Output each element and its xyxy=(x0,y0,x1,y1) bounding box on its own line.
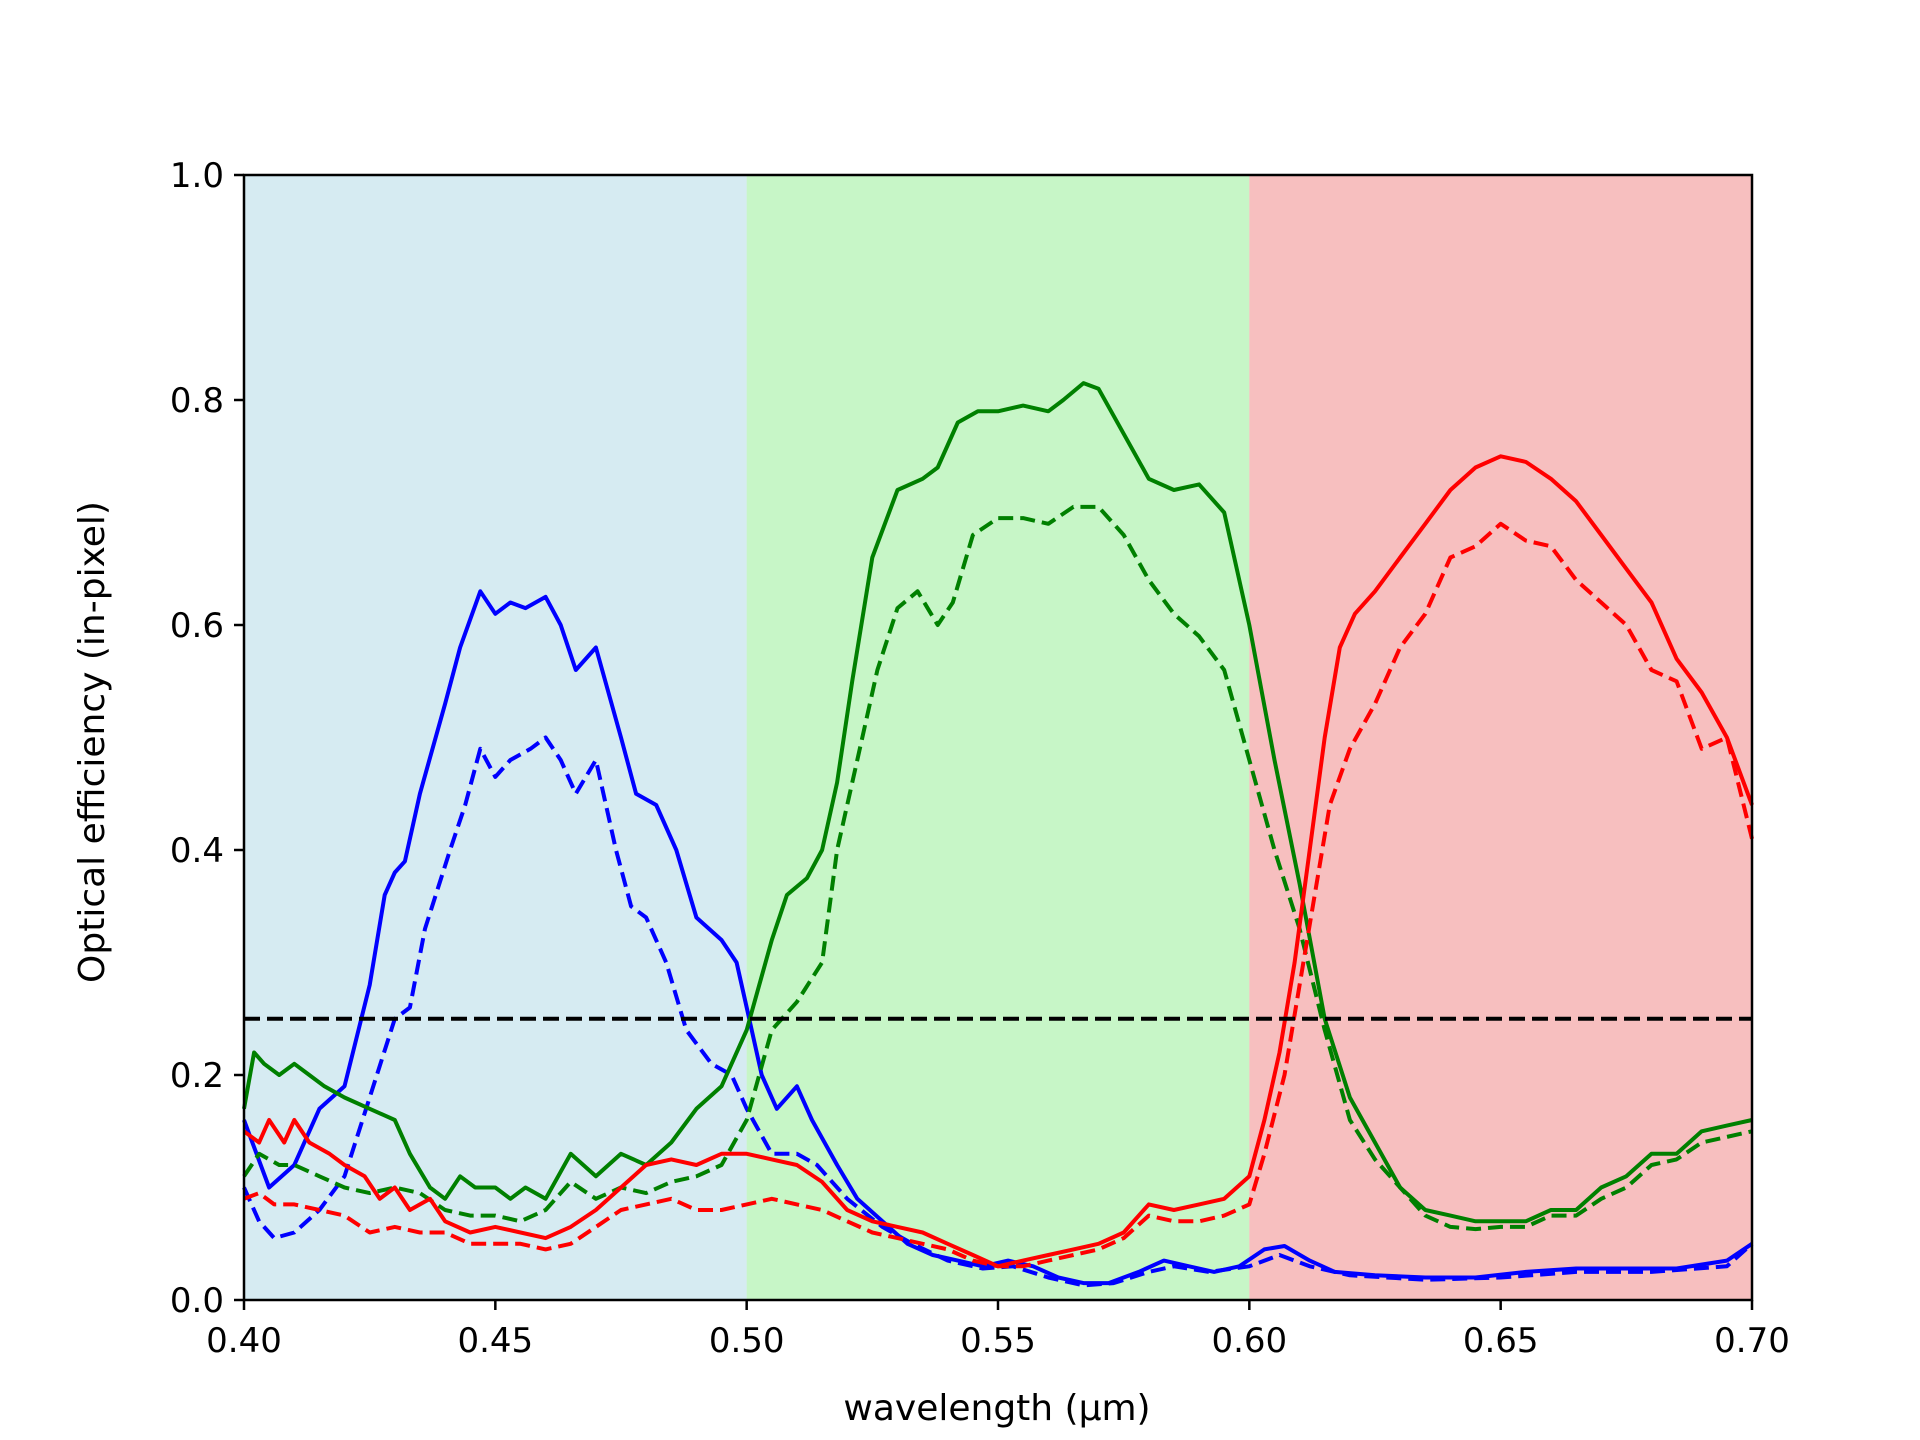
y-tick-label-2: 0.4 xyxy=(170,831,224,871)
series-line-0 xyxy=(242,589,1754,1286)
y-tick-label-1: 0.2 xyxy=(170,1056,224,1096)
x-tick-label-0: 0.40 xyxy=(206,1321,282,1361)
x-tick-label-3: 0.55 xyxy=(960,1321,1036,1361)
x-tick-label-5: 0.65 xyxy=(1463,1321,1539,1361)
series-layer xyxy=(242,381,1754,1288)
series-line-2 xyxy=(242,381,1753,1224)
band-1 xyxy=(746,175,1250,1300)
x-axis-label: wavelength (μm) xyxy=(843,1388,1150,1429)
y-tick-label-0: 0.0 xyxy=(170,1281,224,1321)
band-2 xyxy=(1249,175,1752,1300)
x-tick-label-4: 0.60 xyxy=(1211,1321,1287,1361)
y-tick-label-5: 1.0 xyxy=(170,156,224,196)
series-line-1 xyxy=(242,735,1754,1288)
y-tick-label-4: 0.8 xyxy=(170,381,224,421)
y-tick-label-3: 0.6 xyxy=(170,606,224,646)
series-line-5 xyxy=(243,521,1754,1269)
band-0 xyxy=(244,175,747,1300)
series-line-3 xyxy=(242,504,1753,1232)
axes-layer: 0.40 0.45 0.50 0.55 0.60 0.65 0.70 0.0 0.2 0.4 0.6… xyxy=(170,156,1790,1361)
x-tick-label-1: 0.45 xyxy=(457,1321,533,1361)
y-axis-label: Optical efficiency (in-pixel) xyxy=(72,501,113,983)
band-layer xyxy=(244,175,1752,1300)
series-line-4 xyxy=(242,454,1754,1269)
x-tick-label-6: 0.70 xyxy=(1714,1321,1790,1361)
x-tick-label-2: 0.50 xyxy=(709,1321,785,1361)
